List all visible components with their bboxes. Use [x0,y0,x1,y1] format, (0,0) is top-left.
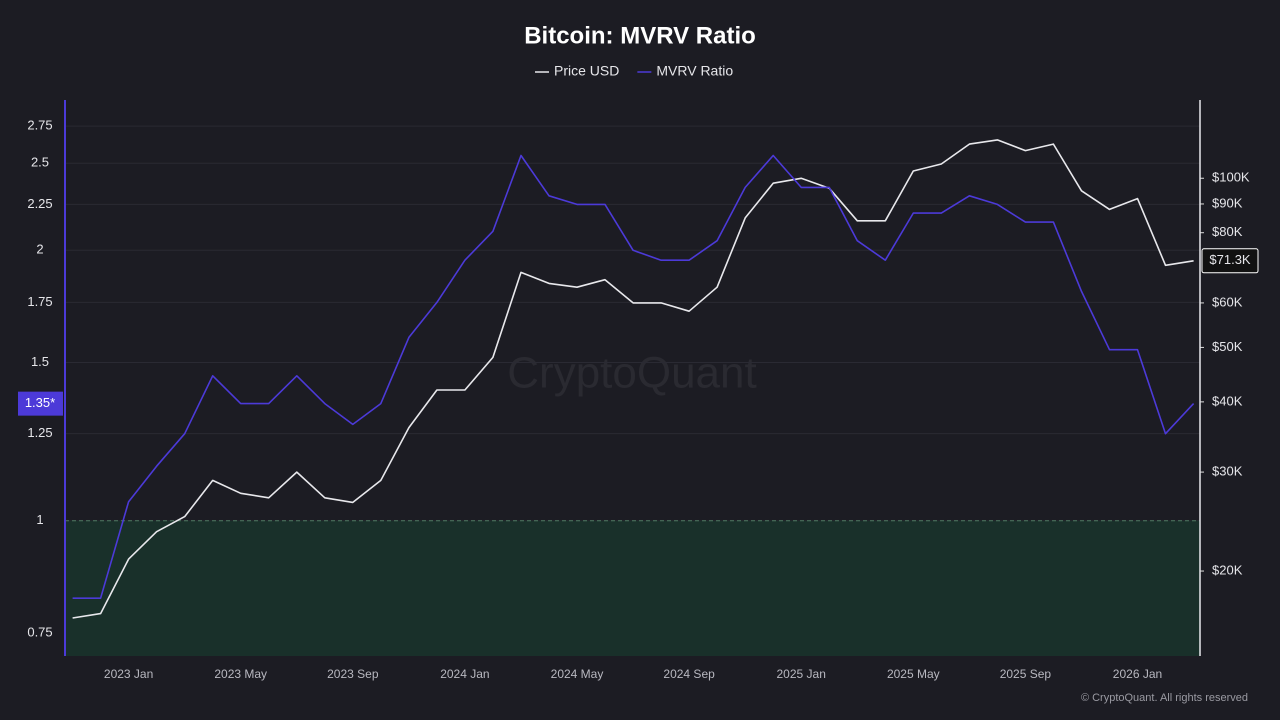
y-tick-label: 2.25 [27,196,52,211]
y2-tick-label: $40K [1212,393,1243,408]
y2-tick-label: $20K [1212,562,1243,577]
x-tick-label: 2025 Jan [777,667,826,681]
y-tick-label: 1.25 [27,425,52,440]
series-line [72,154,1195,599]
threshold-zone [65,520,1200,656]
x-tick-label: 2026 Jan [1113,667,1162,681]
x-tick-label: 2024 Jan [440,667,489,681]
watermark: CryptoQuant [507,349,756,398]
x-tick-label: 2023 Jan [104,667,153,681]
footer: © CryptoQuant. All rights reserved [1081,692,1248,704]
y2-tick-label: $50K [1212,339,1243,354]
y2-tick-label: $90K [1212,195,1243,210]
y-tick-label: 2.75 [27,118,52,133]
series-line [72,139,1194,619]
y2-tick-label: $60K [1212,294,1243,309]
y-tick-label: 1.75 [27,294,52,309]
value-badge-label: 1.35* [25,395,55,410]
legend-label: MVRV Ratio [656,63,733,79]
chart-title: Bitcoin: MVRV Ratio [524,22,756,49]
y-tick-label: 1.5 [31,354,49,369]
x-tick-label: 2024 Sep [663,667,715,681]
x-tick-label: 2025 May [887,667,940,681]
x-tick-label: 2025 Sep [1000,667,1052,681]
legend-label: Price USD [554,63,619,79]
x-tick-label: 2023 Sep [327,667,379,681]
value-badge-label: $71.3K [1209,252,1251,267]
y2-tick-label: $100K [1212,170,1250,185]
y-tick-label: 0.75 [27,624,52,639]
y-tick-label: 2 [36,242,43,257]
x-tick-label: 2023 May [214,667,267,681]
y2-tick-label: $80K [1212,224,1243,239]
value-badge [18,391,63,416]
y-tick-label: 1 [36,512,43,527]
x-tick-label: 2024 May [551,667,604,681]
y2-tick-label: $30K [1212,464,1243,479]
value-badge [1201,248,1259,274]
y-tick-label: 2.5 [31,155,49,170]
